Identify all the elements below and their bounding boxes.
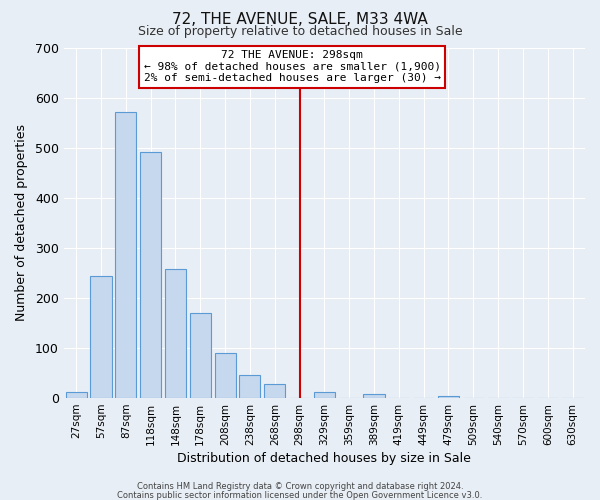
Bar — [239, 374, 260, 398]
Bar — [140, 152, 161, 398]
Bar — [65, 392, 87, 398]
Text: 72 THE AVENUE: 298sqm
← 98% of detached houses are smaller (1,900)
2% of semi-de: 72 THE AVENUE: 298sqm ← 98% of detached … — [143, 50, 440, 83]
Bar — [165, 269, 186, 398]
Bar — [215, 354, 236, 398]
Bar — [264, 384, 286, 398]
Bar — [364, 394, 385, 398]
Y-axis label: Number of detached properties: Number of detached properties — [15, 124, 28, 322]
Text: Contains HM Land Registry data © Crown copyright and database right 2024.: Contains HM Land Registry data © Crown c… — [137, 482, 463, 491]
Bar — [314, 392, 335, 398]
Bar — [91, 276, 112, 398]
Text: Contains public sector information licensed under the Open Government Licence v3: Contains public sector information licen… — [118, 490, 482, 500]
Bar — [115, 112, 136, 398]
Text: Size of property relative to detached houses in Sale: Size of property relative to detached ho… — [137, 25, 463, 38]
Text: 72, THE AVENUE, SALE, M33 4WA: 72, THE AVENUE, SALE, M33 4WA — [172, 12, 428, 28]
Bar — [438, 396, 459, 398]
Bar — [190, 313, 211, 398]
X-axis label: Distribution of detached houses by size in Sale: Distribution of detached houses by size … — [178, 452, 472, 465]
